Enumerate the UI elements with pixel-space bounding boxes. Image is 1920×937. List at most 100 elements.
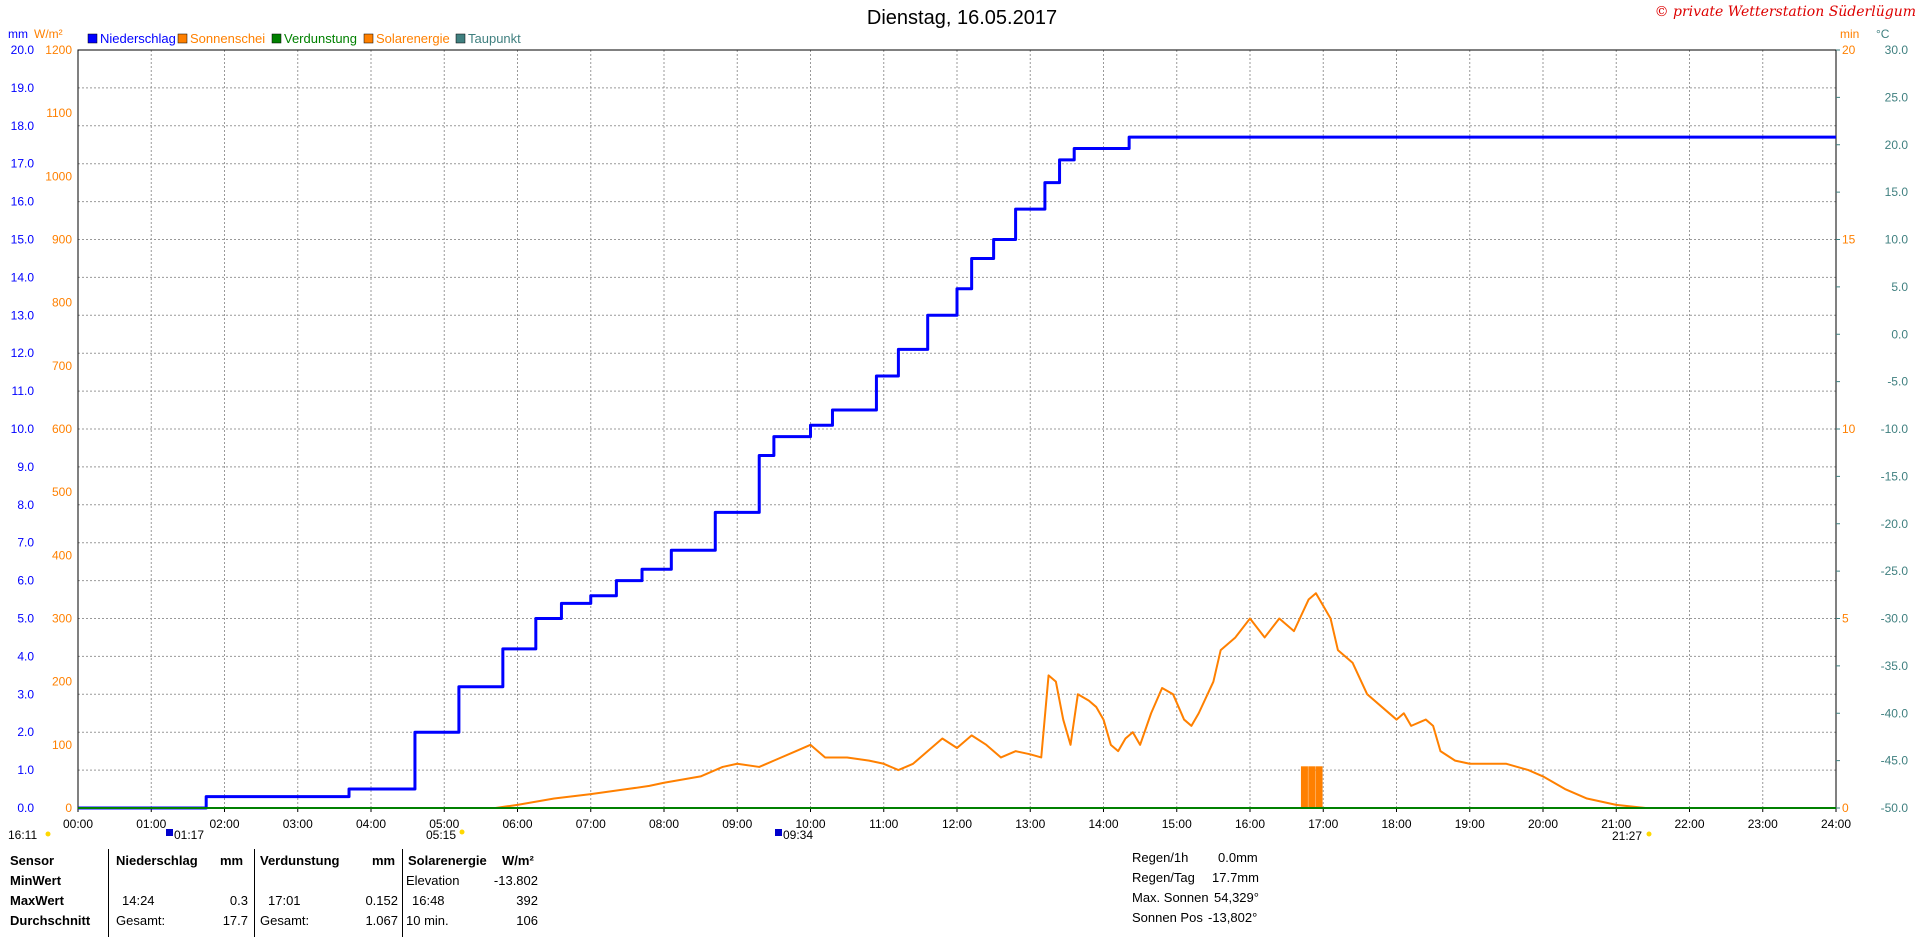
y-wm2-tick-12: 1200 [45,43,72,57]
time-markers: 16:11 01:17 05:15 09:34 21:27 [8,828,1652,843]
y-wm2-tick-9: 900 [52,233,72,247]
x-tick-label-2: 02:00 [209,817,239,831]
y-celsius-tick-7: -15.0 [1881,469,1909,483]
row-avg-v-label: Gesamt: [260,913,310,928]
header-sensor: Sensor [10,853,55,868]
unit-mm-label: mm [8,27,28,41]
row-max-v-time: 17:01 [268,893,301,908]
marker-left-time: 16:11 [8,828,37,842]
marker-sunset: 21:27 [1612,829,1642,843]
table-divider [108,849,109,937]
row-min-solar-label: Elevation [406,873,460,888]
legend-swatch-2 [271,33,282,44]
info-value-rain-1h: 0.0mm [1218,850,1258,865]
x-tick-label-8: 08:00 [649,817,679,831]
x-tick-label-22: 22:00 [1674,817,1704,831]
x-tick-label-24: 24:00 [1821,817,1851,831]
axis-ticks: 00:00 01:00 02:00 03:00 04:00 05:00 06:00 07:00… [11,43,1909,831]
y-celsius-tick-16: 30.0 [1885,43,1909,57]
x-tick-label-16: 16:00 [1235,817,1265,831]
marker-min-time-1: 01:17 [174,828,204,842]
x-tick-label-7: 07:00 [576,817,606,831]
row-label-min: MinWert [10,873,62,888]
y-min-tick-0: 0 [1842,801,1849,815]
y-min-tick-3: 15 [1842,233,1856,247]
x-tick-label-13: 13:00 [1015,817,1045,831]
y-celsius-tick-0: -50.0 [1881,801,1909,815]
info-label-rain-1h: Regen/1h [1132,850,1189,865]
y-mm-tick-20: 20.0 [11,43,35,57]
y-celsius-tick-11: 5.0 [1891,280,1908,294]
header-wm2: W/m² [502,853,534,868]
row-label-avg: Durchschnitt [10,913,91,928]
row-max-solar-value: 392 [516,893,538,908]
unit-min-label: min [1840,27,1859,41]
row-max-n-value: 0.3 [229,893,248,908]
y-celsius-tick-1: -45.0 [1881,754,1909,768]
y-mm-tick-9: 9.0 [17,460,34,474]
y-mm-tick-12: 12.0 [11,346,35,360]
y-celsius-tick-3: -35.0 [1881,659,1909,673]
y-mm-tick-6: 6.0 [17,574,34,588]
info-value-sun-pos: -13,802° [1208,910,1258,925]
sunshine-bar-2 [1315,766,1323,808]
x-tick-label-19: 19:00 [1455,817,1485,831]
y-wm2-tick-2: 200 [52,675,72,689]
x-tick-label-23: 23:00 [1748,817,1778,831]
y-mm-tick-4: 4.0 [17,649,34,663]
row-max-solar-label: 16:48 [412,893,445,908]
x-tick-label-0: 00:00 [63,817,93,831]
y-celsius-tick-4: -30.0 [1881,612,1909,626]
table-divider [254,849,255,937]
y-mm-tick-11: 11.0 [12,384,35,398]
y-mm-tick-2: 2.0 [17,725,34,739]
y-mm-tick-5: 5.0 [17,612,34,626]
y-celsius-tick-6: -20.0 [1881,517,1909,531]
y-min-tick-4: 20 [1842,43,1856,57]
y-wm2-tick-11: 1100 [46,106,72,120]
unit-celsius-label: °C [1876,27,1890,41]
x-tick-label-14: 14:00 [1088,817,1118,831]
y-wm2-tick-5: 500 [52,485,72,499]
y-wm2-tick-6: 600 [52,422,72,436]
x-tick-label-12: 12:00 [942,817,972,831]
y-celsius-tick-2: -40.0 [1881,706,1909,720]
copyright-text: © private Wetterstation Süderlügum [1654,4,1916,20]
sunshine-bar-1 [1308,766,1316,808]
y-celsius-tick-12: 10.0 [1885,233,1909,247]
x-tick-label-18: 18:00 [1381,817,1411,831]
data-series [78,135,1836,810]
row-max-n-time: 14:24 [122,893,155,908]
y-mm-tick-13: 13.0 [11,308,35,322]
marker-sunrise: 05:15 [426,828,456,842]
legend-label-4: Taupunkt [468,31,521,46]
y-mm-tick-8: 8.0 [17,498,34,512]
y-celsius-tick-8: -10.0 [1881,422,1909,436]
sun-icon [45,831,51,837]
header-solar: Solarenergie [408,853,487,868]
row-avg-solar-label: 10 min. [406,913,449,928]
y-wm2-tick-10: 1000 [45,169,72,183]
y-wm2-tick-7: 700 [52,359,72,373]
legend-label-1: Sonnenschei [190,31,265,46]
header-verdunstung: Verdunstung [260,853,340,868]
row-label-max: MaxWert [10,893,64,908]
x-tick-label-15: 15:00 [1162,817,1192,831]
legend-swatch-3 [363,33,374,44]
x-tick-label-21: 21:00 [1601,817,1631,831]
y-mm-tick-0: 0.0 [17,801,34,815]
legend-swatch-1 [177,33,188,44]
series-niederschlag [78,135,1836,810]
legend-label-2: Verdunstung [284,31,357,46]
y-mm-tick-19: 19.0 [11,81,35,95]
x-tick-label-6: 06:00 [502,817,532,831]
y-celsius-tick-9: -5.0 [1887,375,1908,389]
y-mm-tick-7: 7.0 [17,536,34,550]
y-wm2-tick-3: 300 [52,612,72,626]
info-value-max-sun: 54,329° [1214,890,1259,905]
unit-wm2-label: W/m² [34,27,63,41]
row-avg-solar-value: 106 [516,913,538,928]
y-mm-tick-16: 16.0 [11,195,35,209]
row-avg-n-label: Gesamt: [116,913,166,928]
